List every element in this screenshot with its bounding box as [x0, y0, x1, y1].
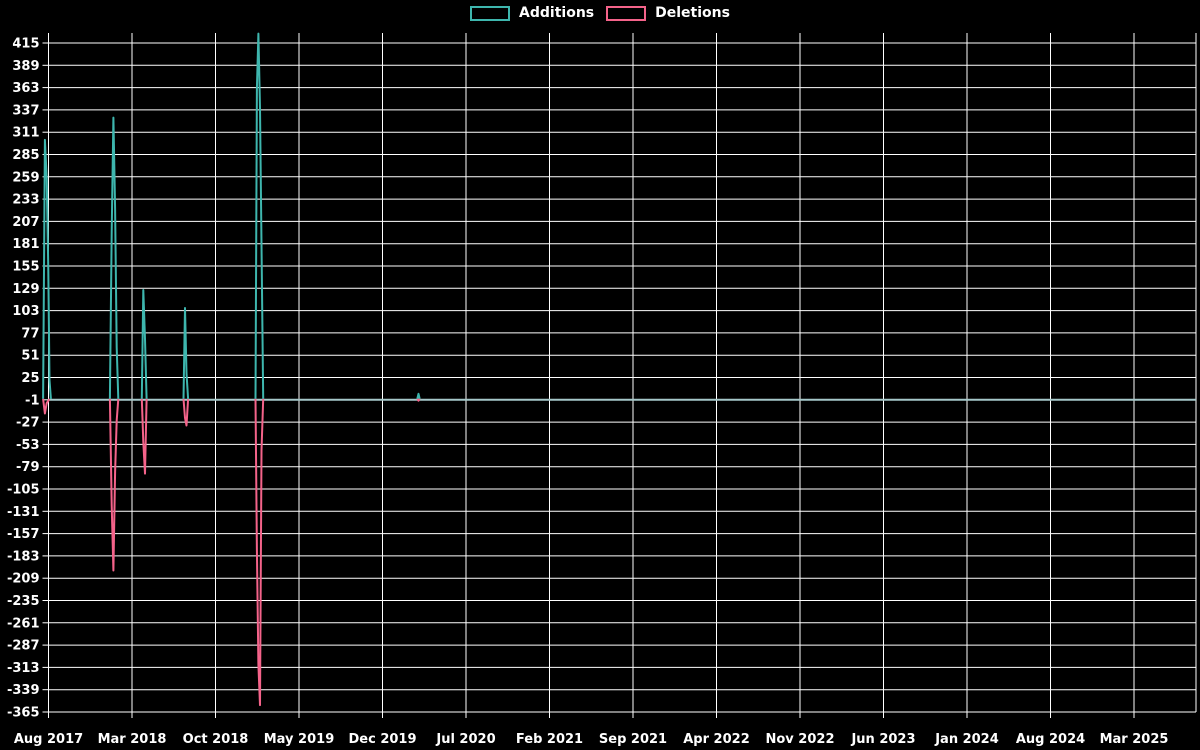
- y-tick-label: 285: [12, 148, 39, 163]
- y-axis-labels: 415 389 363 337 311 285 259 233 207 181 155 129 103 7…: [7, 37, 40, 721]
- y-tick-label: -105: [7, 482, 40, 497]
- y-tick-label: -261: [7, 616, 40, 631]
- chart-legend: Additions Deletions: [0, 6, 1200, 21]
- y-tick-label: -1: [25, 393, 39, 408]
- y-tick-label: -287: [7, 639, 40, 654]
- y-tick-label: 103: [12, 304, 39, 319]
- x-tick-label: Nov 2022: [766, 732, 835, 747]
- additions-swatch-icon: [470, 6, 511, 21]
- x-tick-label: Apr 2022: [683, 732, 750, 747]
- y-tick-label: 51: [21, 349, 39, 364]
- y-tick-label: 415: [12, 37, 39, 52]
- x-tick-label: Oct 2018: [183, 732, 249, 747]
- y-tick-label: -183: [7, 549, 40, 564]
- y-tick-label: -53: [16, 438, 40, 453]
- y-tick-label: -157: [7, 527, 40, 542]
- deletions-line-spike: [140, 398, 148, 475]
- x-tick-label: Jun 2023: [850, 732, 915, 747]
- y-tick-label: 337: [12, 103, 39, 118]
- y-tick-label: 389: [12, 59, 39, 74]
- additions-line-spike: [254, 32, 265, 399]
- y-tick-label: 207: [12, 215, 39, 230]
- legend-item-deletions[interactable]: Deletions: [606, 6, 730, 21]
- deletions-swatch-icon: [606, 6, 647, 21]
- x-tick-label: Feb 2021: [516, 732, 583, 747]
- x-tick-label: Jul 2020: [435, 732, 495, 747]
- y-tick-label: -235: [7, 594, 40, 609]
- x-tick-label: Mar 2018: [98, 732, 167, 747]
- additions-line-spike: [182, 307, 190, 399]
- additions-legend-label: Additions: [519, 5, 595, 21]
- y-tick-label: -131: [7, 505, 40, 520]
- y-tick-label: -209: [7, 572, 40, 587]
- legend-item-additions[interactable]: Additions: [470, 6, 594, 21]
- deletions-legend-label: Deletions: [655, 5, 730, 21]
- x-axis-labels: Aug 2017 Mar 2018 Oct 2018 May 2019 Dec 2019…: [14, 732, 1169, 747]
- y-tick-label: 25: [21, 371, 39, 386]
- y-tick-label: 259: [12, 170, 39, 185]
- deletions-line: [42, 398, 421, 707]
- y-tick-label: -365: [7, 705, 40, 720]
- x-tick-label: May 2019: [264, 732, 335, 747]
- deletions-line-spike: [182, 398, 190, 427]
- y-tick-label: -339: [7, 683, 40, 698]
- x-tick-label: Sep 2021: [599, 732, 667, 747]
- y-tick-label: 77: [21, 326, 39, 341]
- y-tick-label: 311: [12, 126, 39, 141]
- additions-line-spike: [416, 392, 421, 400]
- deletions-line-spike: [254, 398, 265, 707]
- additions-line-spike: [108, 116, 120, 399]
- x-tick-label: Jan 2024: [934, 732, 999, 747]
- y-tick-label: -313: [7, 661, 40, 676]
- x-tick-label: Aug 2024: [1016, 732, 1085, 747]
- y-tick-label: 233: [12, 193, 39, 208]
- y-tick-label: -27: [16, 416, 40, 431]
- x-tick-label: Dec 2019: [348, 732, 416, 747]
- additions-line-spike: [140, 289, 148, 399]
- y-tick-label: 181: [12, 237, 39, 252]
- additions-line: [42, 32, 421, 400]
- deletions-line-spike: [42, 398, 51, 415]
- x-tick-label: Mar 2025: [1100, 732, 1169, 747]
- y-tick-label: 129: [12, 282, 39, 297]
- gridlines: [48, 33, 1197, 718]
- additions-line-spike: [42, 138, 52, 399]
- x-tick-label: Aug 2017: [14, 732, 83, 747]
- deletions-line-spike: [108, 398, 120, 572]
- y-tick-label: 363: [12, 81, 39, 96]
- y-tick-label: 155: [12, 259, 39, 274]
- deletions-line-spike: [416, 398, 421, 402]
- y-tick-label: -79: [16, 460, 40, 475]
